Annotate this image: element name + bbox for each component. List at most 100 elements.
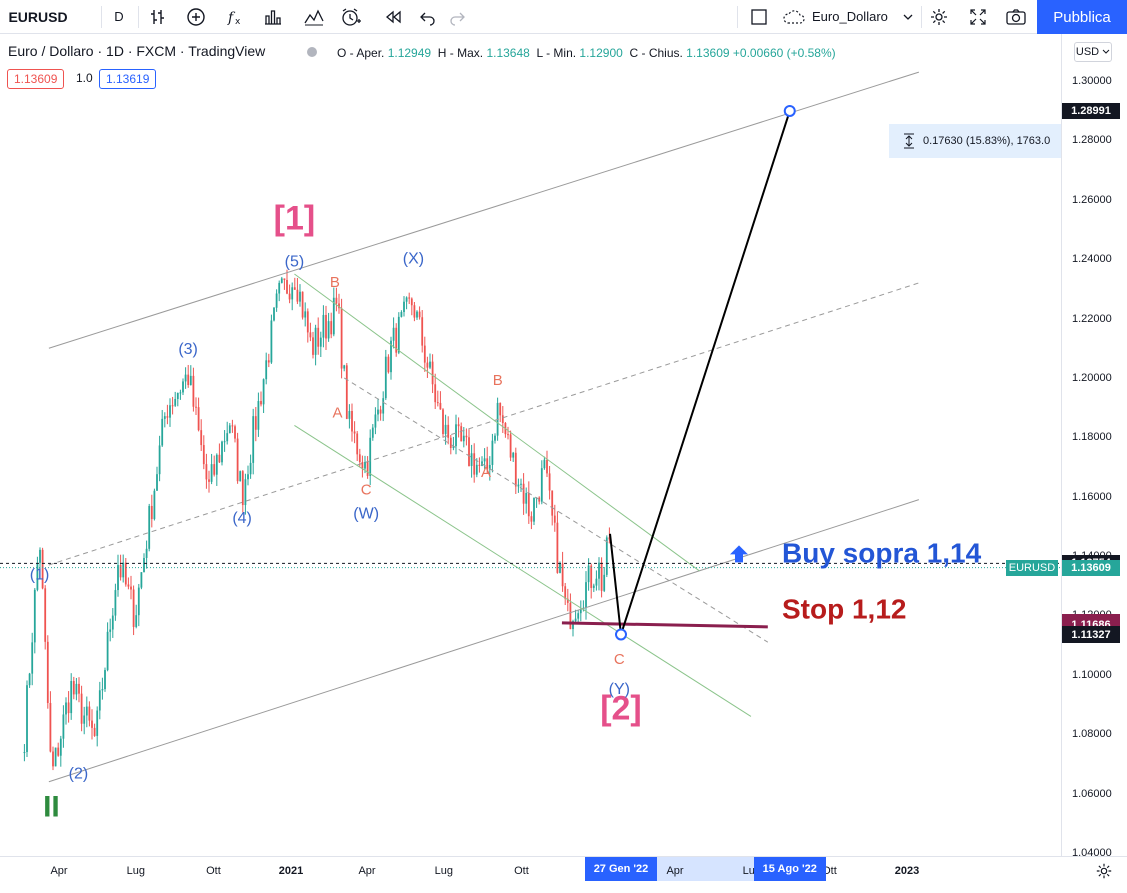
price-range-measure[interactable]: 0.17630 (15.83%), 1763.0: [889, 124, 1061, 158]
market-status-icon[interactable]: [307, 47, 317, 57]
price-tick: 1.30000: [1072, 75, 1112, 87]
date-badge: 15 Ago '22: [753, 857, 826, 881]
channel-line: [294, 273, 700, 572]
candle-body: [171, 405, 174, 407]
candle-body: [252, 416, 255, 463]
candle-body: [465, 435, 468, 438]
wave-label: (4): [232, 510, 252, 527]
chevron-down-icon: [1102, 49, 1110, 54]
candle-body: [192, 375, 195, 407]
candle-body: [273, 307, 275, 321]
candle-body: [366, 461, 369, 476]
gear-icon[interactable]: [1095, 862, 1113, 885]
candle-body: [413, 305, 416, 318]
candle-body: [470, 453, 473, 467]
candle-body: [522, 483, 525, 504]
wave-label: B: [493, 372, 503, 389]
candle-body: [296, 289, 299, 302]
buy-price-button[interactable]: 1.13619: [99, 69, 157, 89]
candle-body: [309, 332, 312, 338]
candle-body: [434, 384, 437, 403]
time-tick: Lug: [434, 865, 453, 877]
redo-icon[interactable]: [444, 0, 470, 33]
time-tick: Ott: [514, 865, 529, 877]
candle-body: [585, 582, 587, 608]
interval-button[interactable]: D: [114, 9, 124, 24]
candle-body: [455, 424, 457, 447]
candle-body: [106, 631, 109, 671]
candle-body: [145, 548, 148, 558]
currency-select[interactable]: USD: [1074, 42, 1112, 62]
toolbar-divider: [921, 6, 922, 28]
price-axis[interactable]: USD 1.040001.060001.080001.100001.120001…: [1061, 34, 1127, 859]
candle-body: [26, 685, 28, 753]
fullscreen-icon[interactable]: [965, 0, 991, 33]
candle-body: [423, 345, 426, 363]
fullscreen-select-icon[interactable]: [746, 0, 772, 33]
open-value: 1.12949: [387, 46, 432, 60]
candle-body: [608, 537, 611, 540]
candle-body: [137, 587, 140, 616]
time-tick: Ott: [206, 865, 221, 877]
wave-label: (1): [30, 567, 50, 584]
gear-icon[interactable]: [926, 0, 952, 33]
wave-label: [1]: [274, 200, 316, 238]
candle-body: [598, 562, 600, 579]
candle-body: [569, 602, 572, 630]
candle-body: [574, 618, 577, 622]
candle-body: [499, 402, 502, 416]
undo-icon[interactable]: [415, 0, 441, 33]
bar-style-icon[interactable]: [145, 0, 171, 33]
candle-body: [283, 278, 286, 280]
candle-body: [592, 585, 595, 588]
layout-name-button[interactable]: Euro_Dollaro: [812, 9, 888, 24]
candle-body: [397, 316, 400, 353]
candle-body: [293, 287, 296, 290]
candle-body: [345, 365, 348, 419]
candle-body: [91, 720, 93, 728]
low-value: 1.12900: [579, 46, 623, 60]
candle-body: [257, 401, 260, 430]
price-tick: 1.22000: [1072, 312, 1112, 325]
candle-body: [244, 479, 247, 506]
sell-price-button[interactable]: 1.13609: [7, 69, 65, 89]
alert-chart-icon[interactable]: [301, 0, 327, 33]
templates-icon[interactable]: [260, 0, 286, 33]
price-tick: 1.16000: [1072, 490, 1112, 503]
candle-body: [587, 565, 590, 583]
candle-body: [104, 670, 106, 690]
candle-body: [122, 562, 125, 578]
toolbar-divider: [737, 6, 738, 28]
candle-body: [603, 574, 606, 591]
candle-body: [561, 563, 564, 587]
wave-label: (X): [403, 250, 424, 267]
candle-body: [150, 505, 153, 520]
publish-button[interactable]: Pubblica: [1037, 0, 1127, 34]
price-tick: 1.10000: [1072, 668, 1112, 681]
candle-body: [595, 578, 598, 586]
candle-body: [288, 293, 291, 300]
candle-body: [215, 454, 218, 475]
price-chart[interactable]: Buy sopra 1,14 Stop 1,12 [1] [2] II (5) (3) (4)…: [0, 34, 1061, 856]
close-label: C - Chius.: [629, 46, 683, 60]
candle-body: [54, 747, 57, 767]
wave-label: A: [332, 405, 342, 422]
candle-body: [189, 375, 192, 386]
chevron-down-icon[interactable]: [900, 0, 916, 33]
candle-body: [353, 431, 356, 434]
add-compare-icon[interactable]: [183, 0, 209, 33]
symbol-search-button[interactable]: EURUSD: [8, 8, 68, 25]
candle-body: [226, 433, 229, 442]
alert-clock-icon[interactable]: [338, 0, 364, 33]
candle-body: [491, 440, 494, 465]
camera-icon[interactable]: [1003, 0, 1029, 33]
candle-body: [218, 454, 221, 463]
replay-icon[interactable]: [380, 0, 406, 33]
candle-body: [80, 693, 83, 724]
symbol-price-tag: EURUSD: [1006, 559, 1058, 576]
cloud-icon[interactable]: [782, 0, 806, 33]
candle-body: [228, 425, 231, 434]
time-axis[interactable]: Apr Lug Ott 2021 Apr Lug Ott Apr Lug Ott 2023 27 Ge…: [0, 856, 1127, 893]
candle-body: [377, 409, 379, 415]
